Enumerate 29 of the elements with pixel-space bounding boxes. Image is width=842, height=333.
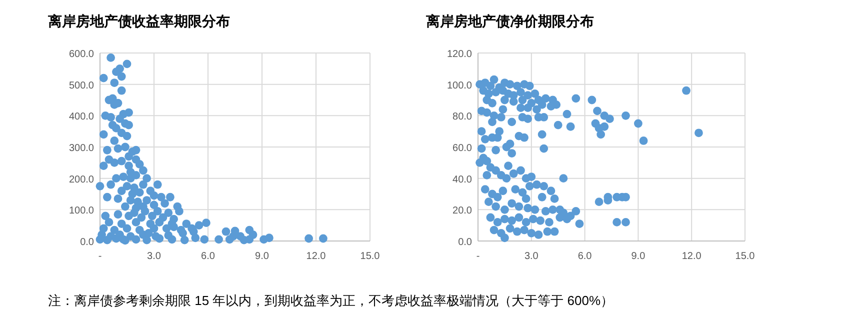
y-tick-label: 600.0 [68, 49, 94, 60]
y-tick-label: 200.0 [68, 174, 94, 186]
chart-title: 离岸房地产债净价期限分布 [425, 13, 594, 29]
y-tick-label: 100.0 [446, 80, 472, 92]
text: 注：离岸债参考剩余期限 15 年以内，到期收益率为正，不考虑收益率极端情况（大于等于 600%） [48, 293, 614, 308]
y-tick-label: 400.0 [68, 112, 94, 123]
x-tick-label: 3.0 [147, 251, 162, 262]
chart-title: 离岸房地产债收益率期限分布 [47, 13, 230, 29]
y-tick-label: 0.0 [80, 237, 94, 248]
x-tick-label: 15.0 [360, 251, 380, 262]
y-tick-label: 300.0 [68, 143, 94, 154]
x-tick-label: - [98, 251, 102, 262]
y-tick-label: 0.0 [458, 237, 472, 248]
x-tick-label: 9.0 [255, 251, 270, 262]
y-tick-label: 60.0 [452, 143, 472, 154]
x-tick-label: 3.0 [524, 251, 539, 262]
x-tick-label: 9.0 [631, 251, 646, 262]
y-tick-label: 20.0 [452, 206, 472, 217]
x-tick-label: - [476, 251, 480, 262]
y-tick-label: 40.0 [452, 174, 472, 186]
y-tick-label: 100.0 [68, 206, 94, 217]
y-tick-label: 120.0 [446, 49, 472, 60]
y-tick-label: 80.0 [452, 112, 472, 123]
x-tick-label: 12.0 [682, 251, 702, 262]
x-tick-label: 15.0 [735, 251, 756, 262]
y-tick-label: 500.0 [68, 80, 94, 92]
x-tick-label: 12.0 [306, 251, 326, 262]
x-tick-label: 6.0 [578, 251, 592, 262]
x-tick-label: 6.0 [201, 251, 216, 262]
